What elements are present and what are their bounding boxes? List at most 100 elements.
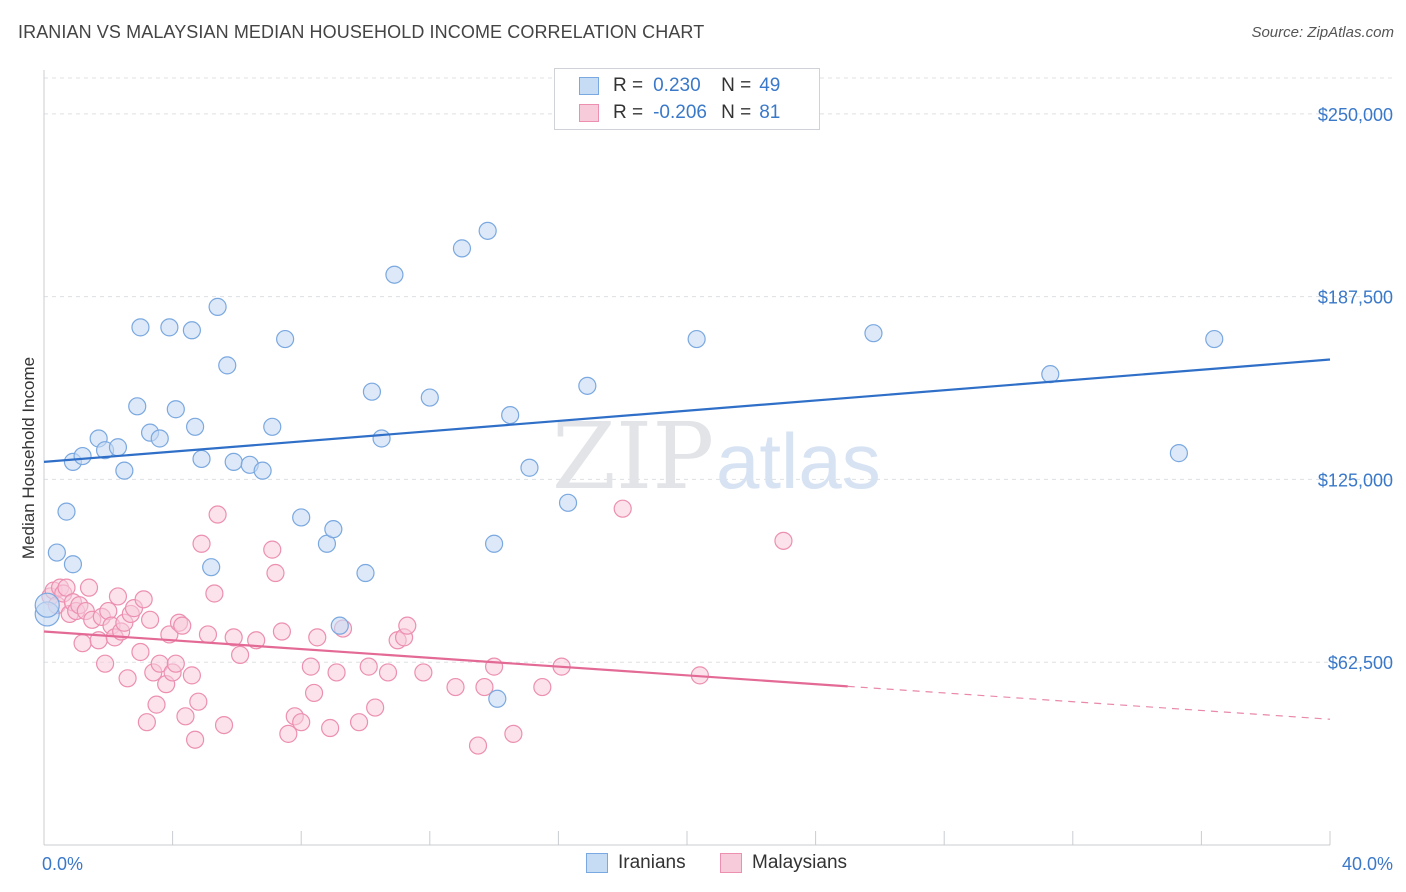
- iranians-point: [501, 405, 520, 425]
- iranians-point: [186, 417, 205, 436]
- malaysians-point: [140, 610, 160, 629]
- malaysians-point: [774, 531, 793, 550]
- y-axis-label: Median Household Income: [19, 357, 38, 559]
- malaysians-points: [41, 499, 793, 755]
- malaysians-point: [182, 666, 201, 685]
- malaysians-point: [95, 654, 115, 673]
- iranians-point: [578, 376, 597, 395]
- n-value: 49: [759, 75, 781, 96]
- r-value: -0.206: [653, 102, 707, 123]
- x-tick-labels: 0.0% 40.0%: [42, 854, 1393, 874]
- iranians-point: [1205, 329, 1224, 349]
- iranians-point: [115, 461, 134, 480]
- source-label: Source: ZipAtlas.com: [1251, 24, 1394, 41]
- stats-legend: R = 0.230 N = 49 R = -0.206 N = 81: [554, 68, 820, 130]
- malaysians-swatch: [579, 104, 599, 122]
- malaysians-point: [266, 563, 285, 583]
- malaysians-point: [247, 631, 266, 650]
- iranians-point: [1169, 444, 1188, 463]
- iranians-legend-label: Iranians: [618, 852, 686, 873]
- iranians-point: [478, 221, 497, 240]
- watermark-atlas: atlas: [716, 417, 881, 505]
- iranians-point: [292, 508, 311, 527]
- malaysians-point: [359, 657, 378, 676]
- legend-item-malaysians[interactable]: Malaysians: [720, 852, 847, 874]
- malaysians-point: [176, 707, 195, 726]
- malaysians-point: [79, 578, 99, 597]
- iranians-point: [520, 458, 539, 477]
- malaysians-point: [272, 622, 292, 641]
- iranians-point: [192, 449, 211, 469]
- malaysians-legend-label: Malaysians: [752, 852, 848, 873]
- malaysians-point: [366, 698, 385, 717]
- iranians-points: [34, 221, 1224, 708]
- legend-row-malaysians: R = -0.206 N = 81: [579, 100, 780, 126]
- y-tick-label: $187,500: [1318, 288, 1393, 308]
- malaysians-point: [73, 634, 92, 653]
- malaysians-point: [475, 677, 494, 697]
- malaysians-point: [468, 736, 488, 755]
- x-tick-label: 0.0%: [42, 854, 83, 874]
- iranians-point: [864, 324, 883, 343]
- malaysians-point: [198, 625, 218, 644]
- malaysians-point: [205, 584, 224, 603]
- malaysians-point: [378, 663, 398, 682]
- iranians-point: [362, 382, 382, 401]
- malaysians-point: [308, 628, 327, 647]
- malaysians-point: [192, 534, 211, 553]
- malaysians-point: [349, 713, 369, 732]
- iranians-point: [372, 429, 391, 448]
- malaysians-point: [327, 663, 346, 682]
- malaysians-point: [131, 642, 150, 662]
- malaysians-point: [189, 692, 208, 711]
- y-tick-label: $250,000: [1318, 105, 1393, 125]
- iranians-point: [131, 318, 150, 337]
- malaysians-point: [108, 587, 128, 606]
- malaysians-point: [137, 713, 156, 732]
- iranians-point: [57, 502, 76, 521]
- iranians-point: [687, 329, 706, 349]
- malaysians-point: [279, 724, 298, 743]
- n-value: 81: [759, 102, 781, 123]
- iranians-point: [420, 388, 439, 407]
- malaysians-point: [166, 654, 185, 673]
- iranians-swatch: [579, 77, 599, 95]
- malaysians-trend-line: [43, 630, 848, 688]
- malaysians-point: [186, 730, 205, 749]
- iranians-point: [160, 318, 179, 337]
- iranians-point: [324, 520, 343, 539]
- malaysians-point: [147, 695, 166, 714]
- malaysians-point: [398, 616, 417, 635]
- legend-item-iranians[interactable]: Iranians: [586, 852, 686, 874]
- iranians-point: [108, 438, 128, 457]
- malaysians-point: [214, 715, 234, 735]
- watermark: ZIP atlas: [552, 403, 881, 510]
- iranians-point: [150, 429, 169, 448]
- malaysians-point: [504, 724, 523, 743]
- iranians-point: [47, 543, 66, 562]
- x-tick-label: 40.0%: [1342, 854, 1393, 874]
- iranians-point: [34, 592, 60, 618]
- iranians-point: [485, 534, 504, 553]
- malaysians-point: [173, 616, 192, 635]
- iranians-point: [128, 397, 147, 416]
- iranians-point: [330, 616, 349, 635]
- iranians-point: [1041, 365, 1060, 384]
- y-tick-labels: $62,500 $125,000 $187,500 $250,000: [1318, 105, 1393, 673]
- iranians-legend-swatch: [586, 853, 608, 873]
- malaysians-point: [414, 663, 433, 682]
- chart-title: IRANIAN VS MALAYSIAN MEDIAN HOUSEHOLD IN…: [18, 22, 705, 42]
- malaysians-point: [292, 713, 311, 732]
- malaysians-point: [321, 718, 340, 738]
- malaysians-point: [224, 628, 243, 647]
- y-tick-label: $125,000: [1318, 470, 1393, 490]
- malaysians-point: [485, 657, 504, 676]
- malaysians-point: [208, 505, 227, 524]
- malaysians-point: [446, 677, 465, 697]
- n-label: N =: [721, 75, 752, 96]
- malaysians-point: [304, 683, 324, 703]
- y-tick-label: $62,500: [1328, 653, 1393, 673]
- n-label: N =: [721, 102, 752, 123]
- malaysians-point: [613, 499, 632, 518]
